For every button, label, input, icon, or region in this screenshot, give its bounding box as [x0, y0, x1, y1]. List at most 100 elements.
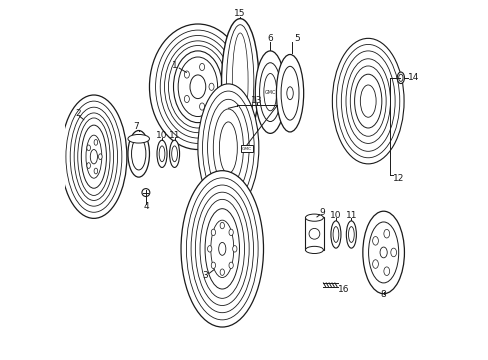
Ellipse shape — [221, 19, 258, 144]
Ellipse shape — [128, 131, 149, 177]
Ellipse shape — [360, 85, 375, 117]
Text: 4: 4 — [143, 202, 148, 211]
Ellipse shape — [218, 242, 225, 255]
Text: 13: 13 — [251, 96, 262, 105]
Ellipse shape — [390, 248, 396, 257]
Ellipse shape — [87, 145, 90, 151]
Ellipse shape — [202, 91, 254, 204]
Ellipse shape — [94, 168, 98, 174]
Ellipse shape — [198, 84, 258, 212]
Ellipse shape — [396, 72, 404, 84]
Ellipse shape — [348, 226, 353, 242]
Ellipse shape — [61, 95, 126, 219]
Ellipse shape — [99, 154, 102, 159]
Text: 5: 5 — [293, 34, 299, 43]
Ellipse shape — [204, 209, 239, 289]
Ellipse shape — [169, 140, 179, 167]
Text: 14: 14 — [407, 73, 419, 82]
Ellipse shape — [220, 269, 224, 275]
Text: 6: 6 — [267, 34, 273, 43]
Ellipse shape — [308, 228, 319, 239]
Text: 7: 7 — [133, 122, 139, 131]
Ellipse shape — [346, 221, 356, 248]
Ellipse shape — [362, 211, 404, 294]
Ellipse shape — [160, 36, 235, 138]
Text: 1: 1 — [171, 62, 177, 71]
Ellipse shape — [157, 140, 167, 167]
Ellipse shape — [232, 246, 237, 252]
Ellipse shape — [207, 99, 249, 196]
Text: GMC: GMC — [241, 147, 251, 151]
FancyBboxPatch shape — [305, 217, 323, 250]
Ellipse shape — [228, 262, 233, 269]
Ellipse shape — [226, 25, 253, 138]
Ellipse shape — [276, 54, 303, 132]
Ellipse shape — [346, 59, 389, 143]
Ellipse shape — [336, 44, 399, 158]
Ellipse shape — [181, 171, 263, 327]
Text: 15: 15 — [234, 9, 245, 18]
Ellipse shape — [168, 45, 227, 128]
Ellipse shape — [372, 237, 378, 245]
Ellipse shape — [200, 199, 244, 298]
Ellipse shape — [286, 87, 293, 100]
Ellipse shape — [379, 247, 386, 258]
Ellipse shape — [164, 41, 231, 133]
Ellipse shape — [184, 95, 189, 103]
Text: 3: 3 — [202, 270, 207, 279]
Ellipse shape — [74, 113, 113, 201]
Ellipse shape — [86, 135, 102, 178]
Ellipse shape — [208, 83, 214, 90]
Ellipse shape — [171, 146, 177, 162]
Ellipse shape — [220, 222, 224, 229]
Ellipse shape — [66, 101, 122, 212]
Ellipse shape — [383, 229, 389, 238]
Ellipse shape — [211, 262, 215, 269]
Ellipse shape — [149, 24, 246, 149]
Ellipse shape — [368, 222, 398, 283]
Ellipse shape — [210, 220, 233, 278]
Ellipse shape — [349, 66, 386, 136]
Ellipse shape — [190, 75, 205, 99]
Ellipse shape — [219, 122, 237, 174]
FancyBboxPatch shape — [240, 145, 253, 152]
Ellipse shape — [186, 178, 258, 320]
Ellipse shape — [330, 221, 340, 248]
Ellipse shape — [184, 71, 189, 78]
Ellipse shape — [213, 109, 243, 186]
Ellipse shape — [259, 63, 281, 122]
Ellipse shape — [264, 73, 276, 111]
Text: 16: 16 — [337, 285, 348, 294]
Ellipse shape — [78, 118, 110, 195]
Ellipse shape — [173, 51, 222, 123]
Ellipse shape — [332, 226, 338, 242]
Ellipse shape — [199, 63, 204, 71]
Ellipse shape — [90, 149, 97, 164]
Text: 11: 11 — [168, 131, 180, 140]
Ellipse shape — [207, 246, 211, 252]
Ellipse shape — [159, 146, 164, 162]
Ellipse shape — [81, 125, 106, 188]
Ellipse shape — [255, 51, 285, 134]
Text: 10: 10 — [329, 211, 341, 220]
Ellipse shape — [354, 74, 381, 128]
Text: 8: 8 — [380, 290, 386, 299]
Ellipse shape — [70, 107, 117, 206]
Ellipse shape — [398, 74, 402, 81]
Ellipse shape — [199, 103, 204, 110]
Ellipse shape — [128, 134, 149, 143]
Ellipse shape — [341, 51, 394, 151]
Ellipse shape — [281, 66, 298, 120]
Ellipse shape — [142, 189, 149, 197]
Ellipse shape — [94, 139, 98, 145]
Ellipse shape — [228, 229, 233, 235]
Text: 11: 11 — [345, 211, 356, 220]
Text: 2: 2 — [75, 109, 81, 118]
Ellipse shape — [232, 33, 247, 130]
Text: 10: 10 — [155, 131, 167, 140]
Ellipse shape — [131, 138, 145, 170]
Ellipse shape — [87, 163, 90, 168]
Ellipse shape — [211, 229, 215, 235]
Text: GMC: GMC — [264, 90, 275, 95]
Ellipse shape — [191, 185, 253, 313]
